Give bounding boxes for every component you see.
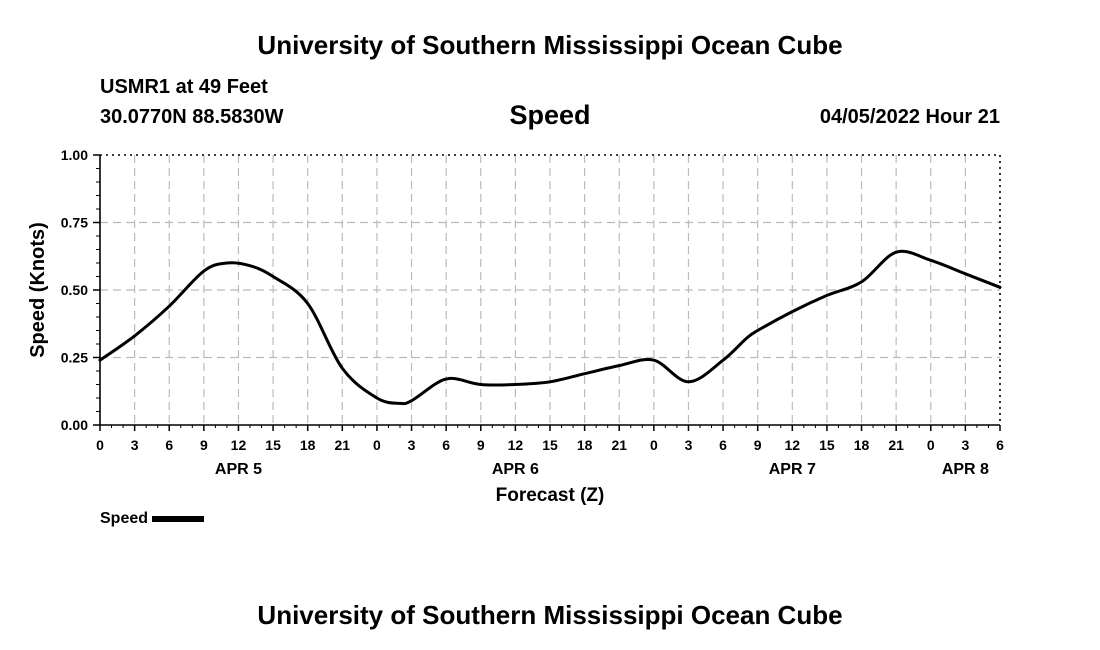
axes-layer	[93, 154, 1001, 431]
x-tick-label: 15	[819, 437, 835, 453]
x-tick-label: 21	[335, 437, 351, 453]
x-tick-label: 18	[300, 437, 316, 453]
x-tick-label: 6	[719, 437, 727, 453]
x-tick-label: 18	[854, 437, 870, 453]
footer-title: University of Southern Mississippi Ocean…	[257, 600, 843, 630]
day-label: APR 7	[769, 461, 816, 478]
x-tick-label: 3	[961, 437, 969, 453]
station-label: USMR1 at 49 Feet	[100, 76, 268, 98]
coordinates-label: 30.0770N 88.5830W	[100, 106, 284, 128]
y-tick-label: 0.50	[61, 282, 88, 298]
x-tick-label: 15	[265, 437, 281, 453]
legend: Speed	[100, 510, 205, 528]
y-tick-label: 0.00	[61, 417, 88, 433]
series-line-speed	[98, 249, 1002, 406]
y-tick-label: 0.75	[61, 215, 88, 231]
x-tick-label: 18	[577, 437, 593, 453]
series-layer	[98, 249, 1002, 406]
grid-layer	[100, 155, 1000, 425]
legend-swatch	[152, 516, 205, 522]
datetime-label: 04/05/2022 Hour 21	[819, 106, 1000, 128]
day-label: APR 8	[942, 461, 989, 478]
x-tick-label: 3	[408, 437, 416, 453]
x-tick-label: 0	[96, 437, 104, 453]
x-tick-label: 6	[996, 437, 1004, 453]
labels-layer: Speed (Knots) Forecast (Z) 0 3 6 9 12 15 18 21 0…	[27, 147, 1004, 506]
x-tick-label: 6	[442, 437, 450, 453]
y-tick-label: 1.00	[61, 147, 88, 163]
chart-title: University of Southern Mississippi Ocean…	[257, 30, 843, 60]
x-tick-label: 0	[373, 437, 381, 453]
x-tick-label: 3	[131, 437, 139, 453]
x-tick-label: 12	[231, 437, 247, 453]
x-tick-label: 9	[754, 437, 762, 453]
variable-title: Speed	[509, 100, 591, 130]
x-tick-label: 12	[785, 437, 801, 453]
y-axis-label: Speed (Knots)	[27, 222, 49, 358]
x-tick-label: 21	[611, 437, 627, 453]
day-label: APR 6	[492, 461, 539, 478]
y-tick-label: 0.25	[61, 350, 88, 366]
x-tick-label: 6	[165, 437, 173, 453]
x-tick-label: 15	[542, 437, 558, 453]
x-tick-label: 9	[477, 437, 485, 453]
x-axis-label: Forecast (Z)	[496, 485, 605, 506]
x-tick-label: 0	[927, 437, 935, 453]
day-label: APR 5	[215, 461, 262, 478]
x-tick-label: 9	[200, 437, 208, 453]
x-tick-label: 12	[508, 437, 524, 453]
x-tick-label: 0	[650, 437, 658, 453]
x-tick-label: 21	[888, 437, 904, 453]
x-tick-label: 3	[685, 437, 693, 453]
legend-label: Speed	[100, 510, 149, 527]
